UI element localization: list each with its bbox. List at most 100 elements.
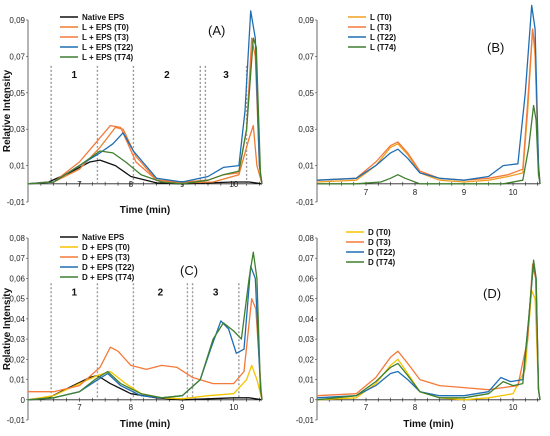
legend-entry: D + EPS (T22) [82,263,135,272]
panel-label: (C) [180,263,198,278]
y-tick-label: 0,07 [9,52,25,61]
panel-label: (B) [487,40,504,55]
region-label: 2 [158,287,164,298]
y-tick-label: 0,01 [9,376,25,385]
x-tick-label: 7 [77,403,82,412]
series-line-d-3 [316,261,541,400]
y-tick-label: -0,01 [7,416,26,425]
y-tick-label: 0,02 [298,355,314,364]
legend-entry: L (T74) [370,43,396,52]
series-line-b-4 [317,104,541,185]
y-tick-label: 0,03 [298,125,314,134]
panel-a: -0,01 0,01 0,03 0,05 0,07 0,09 7 8 9 10 1 2 3 Native … [2,10,263,216]
x-tick-label: 10 [509,403,518,412]
legend-entry: D (T22) [368,248,395,257]
y-tick-label: 0,05 [298,89,314,98]
y-tick-label: 0,05 [9,89,25,98]
y-tick-label: 0,08 [298,234,314,243]
series-line-b-2 [316,28,541,184]
x-axis-title: Time (min) [403,419,453,430]
x-tick-label: 9 [462,188,467,197]
y-axis-title: Relative Intensity [2,287,13,370]
legend-entry: D + EPS (T74) [82,273,135,282]
legend-entry: D + EPS (T3) [82,253,130,262]
panel-b: -0,010,010,030,050,070,097 8 9 10L (T0)L (T… [296,4,541,207]
y-tick-label: 0,06 [9,274,25,283]
y-tick-label: 0,01 [298,376,314,385]
legend-entry: L + EPS (T3) [82,33,129,42]
y-tick-label: 0,03 [298,335,314,344]
series-line-c-5 [27,251,263,401]
region-label: 2 [164,70,170,81]
x-tick-label: 7 [77,180,82,189]
y-tick-label: 0,09 [298,16,314,25]
panel-label: (D) [483,286,501,301]
legend-entry: L + EPS (T0) [82,23,129,32]
region-label: 3 [223,70,229,81]
y-tick-label: -0,01 [296,416,315,425]
legend-entry: Native EPS [82,233,125,242]
series-line-b-1 [316,28,541,184]
series-line-a-5 [27,37,263,185]
y-tick-label: -0,01 [7,198,26,207]
legend-entry: L (T0) [370,13,392,22]
legend-entry: D (T3) [368,238,391,247]
legend-entry: D + EPS (T0) [82,243,130,252]
y-tick-label: 0,07 [298,52,314,61]
y-tick-label: 0,03 [9,125,25,134]
region-label: 3 [213,287,219,298]
y-axis-title: Relative Intensity [2,69,13,152]
y-tick-label: 0 [21,396,26,405]
panel-d: -0,01 0 0,01 0,02 0,03 0,04 0,05 0,06 0,07 0,08 7 8… [296,228,541,430]
x-tick-label: 7 [364,188,369,197]
series-line-b-3 [316,4,541,184]
legend-entry: L + EPS (T22) [82,43,134,52]
y-tick-label: 0,07 [298,254,314,263]
y-tick-label: 0,03 [9,335,25,344]
panel-c: -0,01 0 0,01 0,02 0,03 0,04 0,05 0,06 0,07 0,08 7 8… [2,233,263,430]
y-tick-label: 0,01 [298,162,314,171]
x-tick-label: 8 [129,180,134,189]
legend: D (T0)D (T3)D (T22)D (T74) [346,228,395,267]
series-line-c-4 [27,265,263,401]
legend-entry: D (T74) [368,258,395,267]
panel-label: (A) [208,23,225,38]
series-line-c-3 [28,298,263,400]
y-tick-label: 0,02 [9,355,25,364]
x-tick-label: 9 [180,180,185,189]
x-tick-label: 10 [229,180,238,189]
y-tick-label: 0,05 [298,295,314,304]
x-tick-label: 10 [229,403,238,412]
x-tick-label: 7 [364,403,369,412]
y-tick-label: 0,04 [298,315,314,324]
x-tick-label: 8 [413,188,418,197]
series-line-a-4 [27,10,263,185]
x-tick-label: 9 [180,403,185,412]
y-tick-label: 0,04 [9,315,25,324]
y-tick-label: 0,08 [9,234,25,243]
region-label: 1 [72,70,78,81]
x-axis-title: Time (min) [120,205,170,216]
y-tick-label: 0 [310,396,315,405]
y-tick-label: 0,05 [9,295,25,304]
legend-entry: Native EPS [82,13,125,22]
x-tick-label: 10 [509,188,518,197]
y-tick-label: 0,01 [9,162,25,171]
x-axis-title: Time (min) [120,419,170,430]
x-tick-label: 8 [413,403,418,412]
legend-entry: L (T3) [370,23,392,32]
legend-entry: D (T0) [368,228,391,237]
region-label: 1 [72,287,78,298]
y-tick-label: 0,09 [9,16,25,25]
x-tick-label: 8 [129,403,134,412]
series-line-d-4 [316,259,541,401]
series-line-a-3 [27,37,263,185]
y-tick-label: 0,07 [9,254,25,263]
legend: L (T0)L (T3)L (T22)L (T74) [348,13,396,52]
y-tick-label: 0,06 [298,274,314,283]
y-tick-label: -0,01 [296,198,315,207]
legend-entry: L + EPS (T74) [82,53,134,62]
